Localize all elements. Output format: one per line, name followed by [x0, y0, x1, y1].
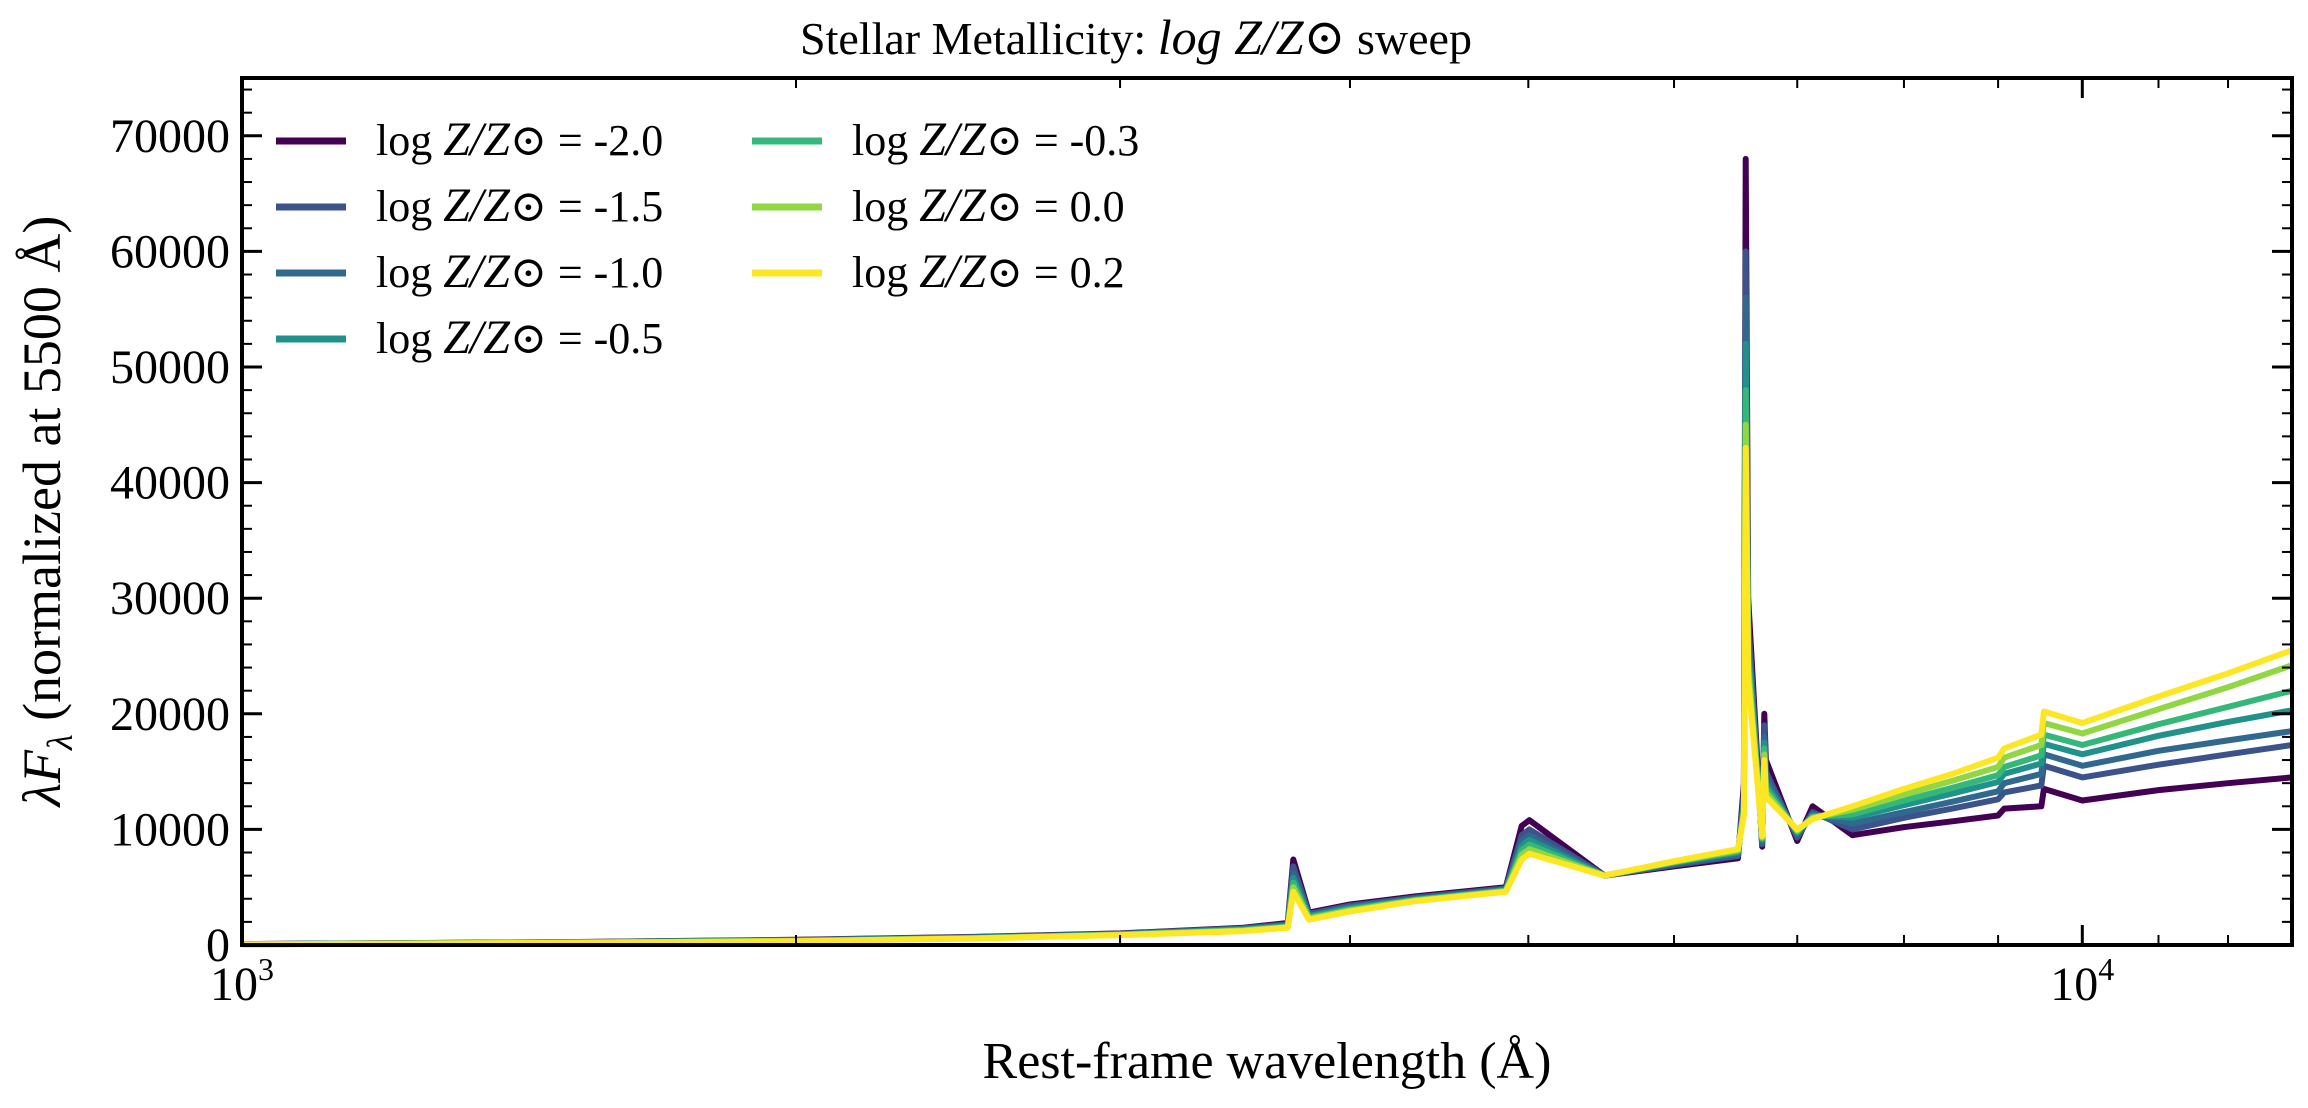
series-line-6	[241, 444, 2294, 948]
legend-entry: log Z/Z⊙ = -0.3	[852, 113, 1139, 166]
chart-title: Stellar Metallicity: log Z/Z⊙ sweep	[800, 9, 1472, 65]
x-tick-label: 103	[210, 951, 274, 1011]
x-tick-labels: 103 104	[210, 951, 2114, 1011]
legend-entry: log Z/Z⊙ = 0.2	[852, 245, 1125, 298]
legend-entry: log Z/Z⊙ = -1.0	[376, 245, 663, 298]
y-tick-labels: 0 10000 20000 30000 40000 50000 60000 70000	[110, 110, 230, 972]
series-line-5	[241, 421, 2293, 948]
legend-entry: log Z/Z⊙ = -1.5	[376, 179, 663, 232]
y-tick-label: 70000	[110, 110, 230, 163]
y-tick-label: 10000	[110, 803, 230, 856]
legend: log Z/Z⊙ = -2.0 log Z/Z⊙ = -1.5 log Z/Z⊙ =…	[276, 113, 1139, 364]
y-axis-label: λFλ (normalized at 5500 Å)	[12, 216, 80, 809]
y-tick-label: 0	[206, 919, 230, 972]
plot-frame	[240, 76, 2294, 947]
y-tick-label: 40000	[110, 457, 230, 510]
y-tick-label: 60000	[110, 225, 230, 278]
legend-entry: log Z/Z⊙ = -2.0	[376, 113, 663, 166]
x-axis-label: Rest-frame wavelength (Å)	[983, 1033, 1552, 1090]
legend-entry: log Z/Z⊙ = 0.0	[852, 179, 1125, 232]
legend-entry: log Z/Z⊙ = -0.5	[376, 311, 663, 364]
series-line-3	[241, 340, 2293, 948]
y-tick-label: 50000	[110, 341, 230, 394]
y-tick-label: 30000	[110, 572, 230, 625]
plot-lines	[241, 155, 2294, 948]
y-tick-label: 20000	[110, 688, 230, 741]
x-tick-label: 104	[2050, 951, 2114, 1011]
series-line-4	[241, 387, 2293, 948]
series-line-2	[241, 294, 2293, 948]
